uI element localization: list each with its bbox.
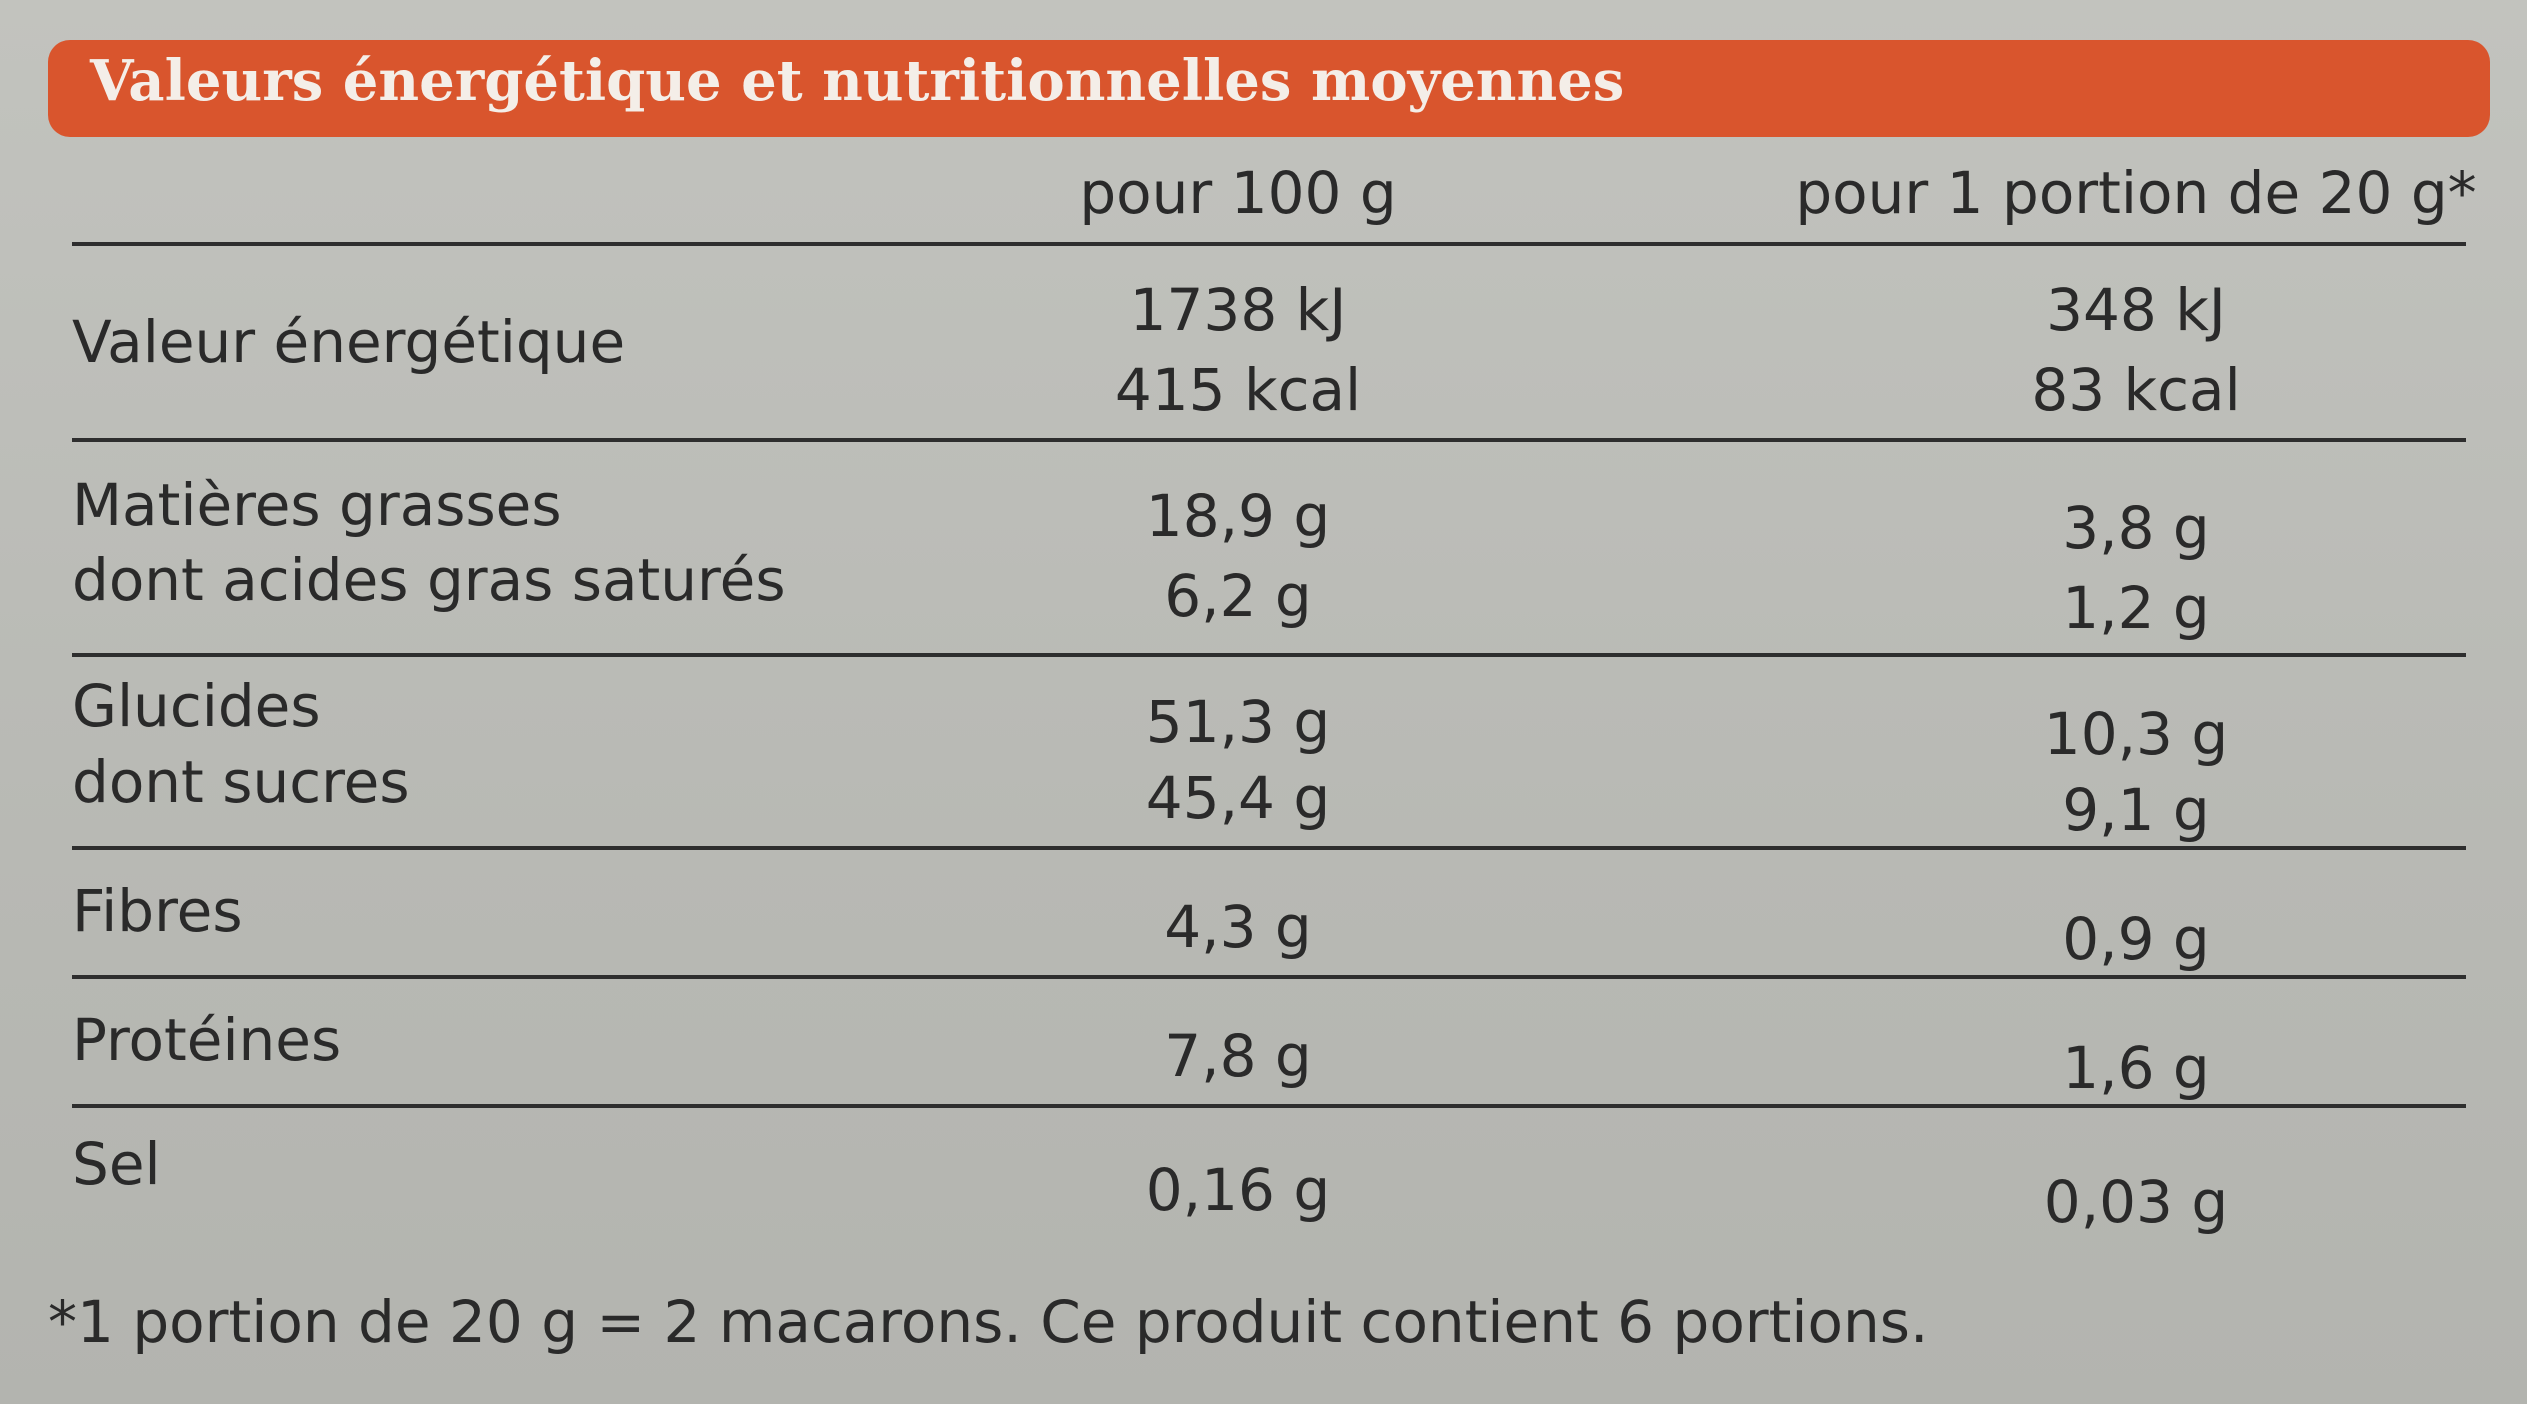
- value-per-portion: 3,8 g: [2062, 494, 2210, 562]
- row-label: Valeur énergétique: [72, 308, 626, 376]
- footnote: *1 portion de 20 g = 2 macarons. Ce prod…: [48, 1288, 1929, 1356]
- value-per-portion: 0,9 g: [2062, 905, 2210, 973]
- value-per-portion: 83 kcal: [2031, 356, 2241, 424]
- value-per-portion: 0,03 g: [2043, 1168, 2229, 1236]
- value-per-100g: 45,4 g: [1145, 764, 1331, 832]
- rule-line: [72, 975, 2466, 979]
- value-per-100g: 7,8 g: [1164, 1022, 1312, 1090]
- row-label: Matières grasses: [72, 471, 562, 539]
- column-header: pour 100 g: [1079, 159, 1397, 227]
- value-per-100g: 6,2 g: [1164, 562, 1312, 630]
- value-per-portion: 1,2 g: [2062, 574, 2210, 642]
- value-per-100g: 1738 kJ: [1129, 276, 1347, 344]
- header-title: Valeurs énergétique et nutritionnelles m…: [90, 48, 1625, 114]
- rule-line: [72, 846, 2466, 850]
- value-per-100g: 18,9 g: [1145, 482, 1331, 550]
- value-per-portion: 1,6 g: [2062, 1034, 2210, 1102]
- value-per-100g: 415 kcal: [1114, 356, 1362, 424]
- row-label: Protéines: [72, 1006, 342, 1074]
- rule-line: [72, 653, 2466, 657]
- value-per-100g: 0,16 g: [1145, 1156, 1331, 1224]
- column-header: pour 1 portion de 20 g*: [1795, 159, 2477, 227]
- row-label: Glucides: [72, 672, 321, 740]
- value-per-portion: 348 kJ: [2046, 276, 2226, 344]
- rule-line: [72, 438, 2466, 442]
- row-label: dont sucres: [72, 748, 410, 816]
- value-per-100g: 51,3 g: [1145, 688, 1331, 756]
- value-per-portion: 9,1 g: [2062, 776, 2210, 844]
- row-label: Sel: [72, 1130, 161, 1198]
- header-bar: [48, 40, 2490, 137]
- row-label: Fibres: [72, 877, 243, 945]
- rule-line: [72, 1104, 2466, 1108]
- rule-line: [72, 242, 2466, 246]
- value-per-portion: 10,3 g: [2043, 700, 2229, 768]
- value-per-100g: 4,3 g: [1164, 893, 1312, 961]
- row-label: dont acides gras saturés: [72, 546, 786, 614]
